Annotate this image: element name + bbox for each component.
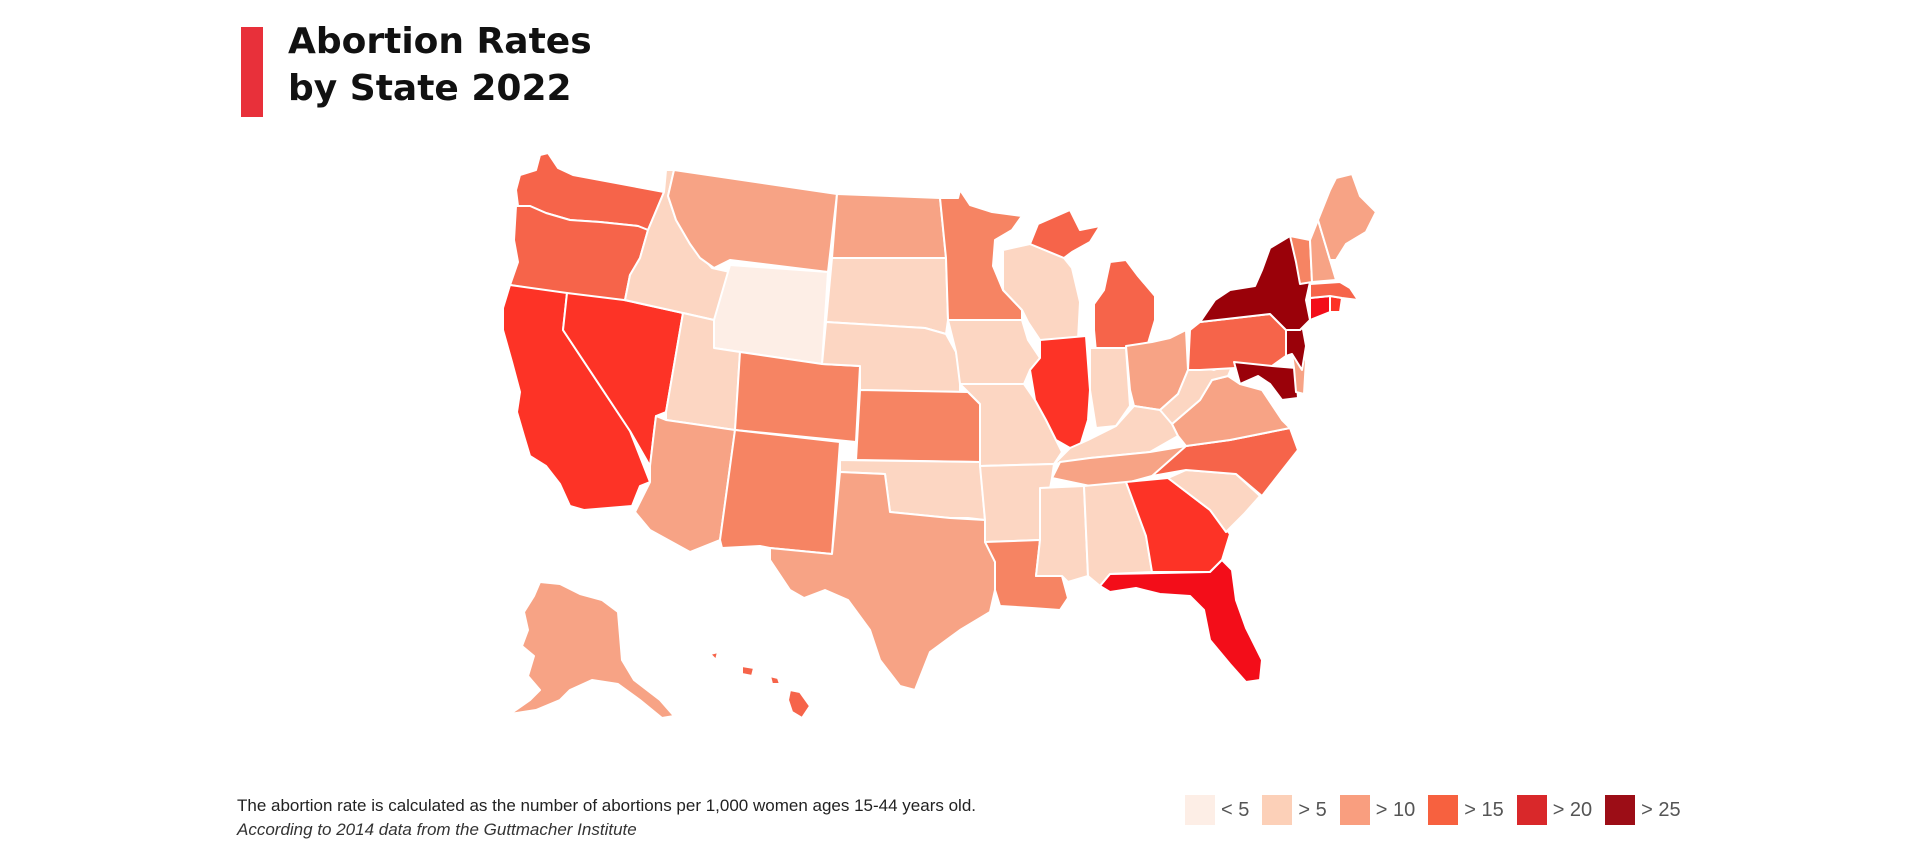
footnote: The abortion rate is calculated as the n… [237,796,976,815]
legend-item-gt20: > 20 [1516,795,1593,825]
legend-swatch [1262,795,1293,825]
legend-label: > 10 [1375,798,1416,821]
legend-item-gt15: > 15 [1428,795,1504,825]
state-north-dakota[interactable] [831,193,947,259]
state-texas[interactable] [769,471,996,691]
legend-swatch [1605,795,1636,825]
state-connecticut[interactable] [1309,295,1331,321]
title-line-1: Abortion Rates [288,21,592,62]
state-florida[interactable] [1099,559,1263,683]
legend-item-lt5: < 5 [1185,795,1249,825]
legend-label: < 5 [1221,798,1250,821]
state-iowa[interactable] [947,319,1041,385]
state-maine[interactable] [1317,173,1377,261]
state-kansas[interactable] [855,389,981,463]
legend-item-gt5: > 5 [1262,795,1327,825]
legend-swatch [1339,795,1370,825]
map-title: Abortion Rates by State 2022 [288,18,592,112]
legend-item-gt10: > 10 [1339,795,1416,825]
legend-swatch [1428,795,1459,825]
state-vermont[interactable] [1289,235,1313,285]
state-new-mexico[interactable] [719,429,841,555]
title-accent-bar [241,27,263,117]
legend-label: > 25 [1641,798,1681,821]
legend-label: > 20 [1552,798,1593,821]
state-alaska[interactable] [509,581,675,719]
state-montana[interactable] [667,169,838,273]
legend-item-gt25: > 25 [1605,795,1681,825]
legend-swatch [1516,795,1547,825]
legend-swatch [1185,795,1215,825]
states [502,152,1377,719]
state-colorado[interactable] [734,351,861,443]
title-line-2: by State 2022 [288,68,572,109]
state-wyoming[interactable] [713,264,829,365]
legend-label: > 5 [1298,798,1327,821]
state-massachusetts[interactable] [1309,281,1359,301]
source-note: According to 2014 data from the Guttmach… [237,820,637,839]
state-new-hampshire[interactable] [1309,219,1337,283]
state-mississippi[interactable] [1035,485,1089,583]
state-hawaii[interactable] [709,651,811,719]
legend-label: > 15 [1464,798,1504,821]
state-maryland[interactable] [1233,361,1299,401]
legend: < 5 > 5 > 10 > 15 > 20 > 25 [1185,795,1694,825]
